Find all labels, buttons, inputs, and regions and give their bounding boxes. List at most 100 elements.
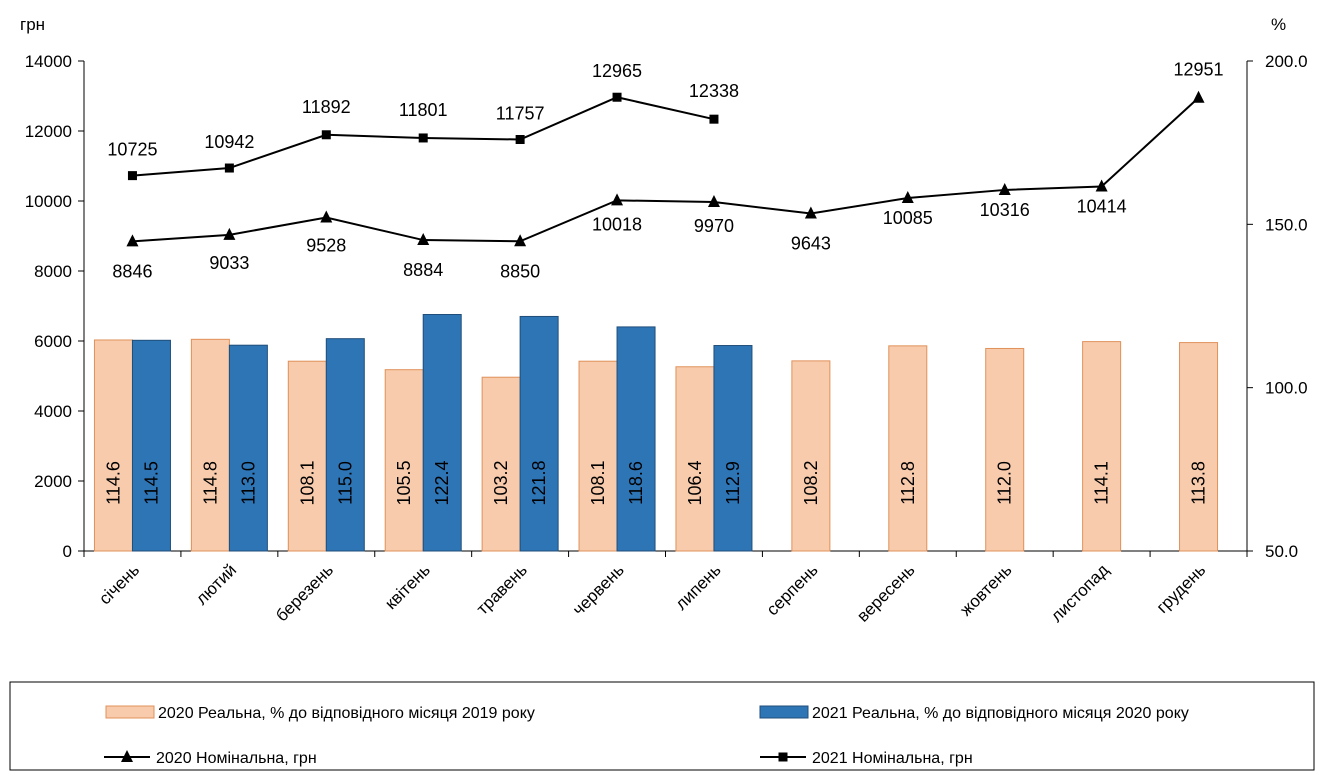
bar-2020 [985,347,1025,552]
legend-swatch-2020-real [105,705,155,719]
bar-2020 [93,339,133,552]
line-value-label: 11801 [399,100,448,120]
legend: 2020 Реальна, % до відповідного місяця 2… [9,681,1315,771]
legend-triangle-marker [121,750,133,762]
x-category-label: грудень [1153,560,1210,617]
left-tick-label: 12000 [25,122,72,141]
bar-value-label: 106.4 [685,460,705,505]
bar-2020 [384,369,424,552]
line-value-label: 8850 [500,261,540,281]
bar-2021 [422,313,462,552]
line-marker-triangle [611,193,624,206]
bar-2021 [228,344,268,552]
legend-line-2020-nominal [104,750,150,762]
line-value-label: 12951 [1174,60,1224,80]
legend-line-2021-nominal [760,752,806,762]
line-marker-triangle [804,206,817,219]
line-value-label: 10316 [980,200,1030,220]
x-category-label: травень [473,560,531,618]
left-tick-label: 0 [63,542,72,561]
line-value-label: 8846 [112,261,152,281]
line-value-label: 9033 [209,253,249,273]
line-marker-triangle [1192,90,1205,103]
lines [126,90,1205,247]
legend-label-2021-nominal: 2021 Номінальна, грн [812,750,973,767]
right-tick-label: 100.0 [1265,379,1308,398]
line-2020-nominal [132,96,1200,243]
left-tick-label: 14000 [25,52,72,71]
bar-value-label: 108.1 [588,460,608,505]
x-category-label: серпень [763,560,822,619]
line-value-label: 10942 [204,132,254,152]
left-tick-label: 10000 [25,192,72,211]
bar-2021 [325,338,365,552]
line-value-label: 9970 [694,216,734,236]
line-marker-square [321,130,331,140]
x-category-label: лютий [192,560,240,608]
line-marker-square [127,171,137,181]
x-category-label: вересень [853,560,918,625]
bar-value-label: 114.1 [1092,461,1112,505]
bar-2021 [131,339,171,552]
bar-2020 [888,345,928,552]
line-marker-triangle [223,227,236,240]
bar-value-label: 118.6 [626,461,646,505]
bar-value-label: 114.5 [141,461,161,505]
left-tick-label: 8000 [34,262,72,281]
x-category-label: листопад [1047,560,1112,625]
line-value-label: 10018 [592,214,642,234]
x-category-label: липень [672,560,725,613]
line-marker-square [709,114,719,124]
line-value-label: 10725 [107,140,157,160]
bar-2020 [481,376,521,552]
x-category-label: квітень [381,560,434,613]
line-value-label: 8884 [403,260,443,280]
left-tick-label: 6000 [34,332,72,351]
bar-value-label: 113.0 [238,461,258,505]
line-marker-triangle [417,233,430,246]
line-value-label: 11757 [496,104,545,124]
bar-value-label: 122.4 [432,460,452,505]
line-marker-square [418,133,428,143]
bar-value-label: 108.2 [801,460,821,505]
line-marker-square [612,92,622,102]
bar-value-label: 113.8 [1189,461,1209,505]
line-value-label: 10414 [1077,197,1127,217]
left-tick-label: 4000 [34,402,72,421]
bar-2021 [616,326,656,552]
bar-2020 [791,360,831,552]
legend-label-2021-real: 2021 Реальна, % до відповідного місяця 2… [812,705,1189,722]
line-marker-triangle [998,182,1011,195]
line-marker-triangle [901,191,914,204]
line-marker-triangle [514,234,527,247]
bar-2020 [1082,341,1122,552]
bar-2020 [578,360,618,552]
line-marker-square [224,163,234,173]
bar-value-label: 103.2 [491,460,511,505]
line-marker-triangle [1095,179,1108,192]
bar-2020 [1179,342,1219,552]
line-marker-square [515,135,525,145]
bar-2021 [713,345,753,552]
right-tick-label: 150.0 [1265,215,1308,234]
bars [93,313,1219,552]
bar-2020 [190,338,230,552]
bar-value-label: 114.6 [103,461,123,505]
legend-box [9,681,1315,771]
bar-2021 [519,315,559,552]
right-tick-label: 50.0 [1265,542,1298,561]
bar-2020 [287,360,327,552]
x-category-label: січень [95,560,143,608]
left-axis-unit: грн [20,15,45,34]
bar-value-label: 114.8 [200,461,220,505]
legend-square-marker [778,752,788,762]
x-category-label: березень [272,560,337,625]
x-category-label: червень [569,560,628,619]
bar-2020 [675,366,715,552]
legend-label-2020-nominal: 2020 Номінальна, грн [156,750,317,767]
line-value-label: 9528 [306,236,346,256]
left-tick-label: 2000 [34,472,72,491]
line-marker-triangle [126,234,139,247]
bar-value-label: 115.0 [335,461,355,505]
